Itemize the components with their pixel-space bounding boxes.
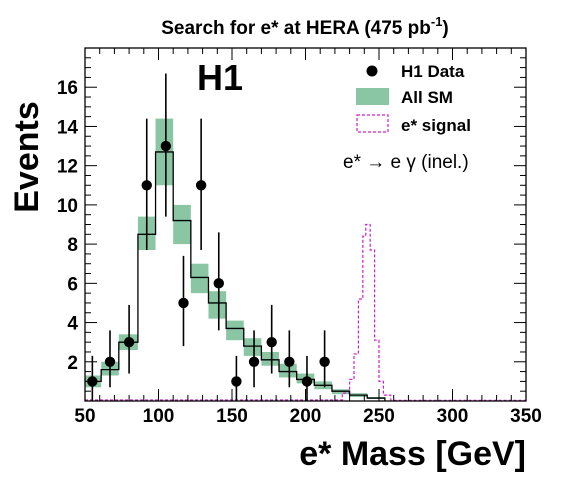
sm-band bbox=[279, 363, 297, 378]
data-point bbox=[231, 355, 242, 401]
sm-band bbox=[226, 320, 244, 341]
legend-data-marker bbox=[366, 65, 378, 77]
data-marker bbox=[160, 140, 172, 152]
y-tick-label: 8 bbox=[67, 235, 78, 256]
sm-band bbox=[173, 204, 191, 245]
x-tick-label: 50 bbox=[74, 406, 95, 427]
data-marker bbox=[319, 356, 330, 367]
data-point bbox=[213, 232, 224, 331]
x-tick-label: 300 bbox=[437, 406, 469, 427]
data-marker bbox=[87, 376, 98, 387]
decay-annotation: e* → e γ (inel.) bbox=[343, 152, 469, 173]
data-marker bbox=[301, 376, 313, 387]
sm-line bbox=[85, 151, 386, 401]
data-point bbox=[141, 118, 152, 250]
sm-band bbox=[208, 291, 227, 319]
data-point bbox=[266, 304, 277, 374]
y-axis-ticks: 2 4 6 8 10 12 14 16 bbox=[57, 47, 526, 402]
data-point bbox=[178, 255, 189, 347]
x-tick-label: 150 bbox=[216, 406, 248, 427]
data-point bbox=[284, 330, 295, 388]
data-marker bbox=[141, 180, 152, 191]
x-tick-label: 200 bbox=[290, 406, 322, 427]
y-tick-label: 14 bbox=[57, 117, 79, 138]
signal-line bbox=[85, 223, 526, 402]
sm-histogram bbox=[85, 151, 386, 401]
data-points bbox=[87, 73, 330, 401]
data-marker bbox=[195, 180, 207, 191]
data-point bbox=[87, 355, 98, 401]
legend: H1 Data All SM e* signal bbox=[356, 62, 471, 135]
chart-title: Search for e* at HERA (475 pb-1) bbox=[161, 14, 449, 39]
y-tick-label: 6 bbox=[67, 274, 78, 295]
y-tick-label: 10 bbox=[57, 196, 78, 217]
sm-band bbox=[243, 338, 262, 356]
legend-signal-label: e* signal bbox=[401, 116, 471, 135]
data-marker bbox=[284, 356, 295, 367]
experiment-label: H1 bbox=[197, 57, 243, 98]
data-point bbox=[104, 330, 116, 388]
y-tick-label: 4 bbox=[67, 314, 78, 335]
data-marker bbox=[231, 376, 242, 387]
data-point bbox=[123, 304, 135, 374]
data-marker bbox=[104, 356, 116, 367]
y-axis-title: Events bbox=[8, 101, 46, 213]
data-marker bbox=[178, 297, 189, 309]
data-marker bbox=[248, 356, 260, 367]
data-point bbox=[195, 118, 207, 250]
data-point bbox=[160, 73, 172, 217]
data-marker bbox=[266, 336, 277, 348]
data-marker bbox=[123, 336, 135, 348]
x-tick-label: 350 bbox=[510, 406, 542, 427]
legend-signal-swatch bbox=[356, 114, 389, 133]
sm-uncertainty-bands bbox=[85, 118, 385, 400]
sm-band bbox=[261, 351, 280, 366]
sm-band bbox=[190, 263, 209, 294]
x-axis-ticks: 50 100 150 200 250 300 350 bbox=[74, 48, 542, 427]
x-tick-label: 250 bbox=[363, 406, 395, 427]
data-point bbox=[319, 330, 330, 388]
y-tick-label: 16 bbox=[57, 78, 78, 99]
legend-data-label: H1 Data bbox=[401, 62, 465, 81]
data-point bbox=[248, 330, 260, 388]
x-axis-title: e* Mass [GeV] bbox=[299, 435, 526, 473]
x-tick-label: 100 bbox=[143, 406, 175, 427]
data-marker bbox=[213, 278, 224, 289]
y-tick-label: 12 bbox=[57, 157, 78, 178]
legend-sm-swatch bbox=[356, 88, 389, 105]
signal-histogram bbox=[85, 223, 526, 402]
y-tick-label: 2 bbox=[67, 353, 78, 374]
data-point bbox=[301, 355, 313, 401]
legend-sm-label: All SM bbox=[401, 88, 453, 107]
